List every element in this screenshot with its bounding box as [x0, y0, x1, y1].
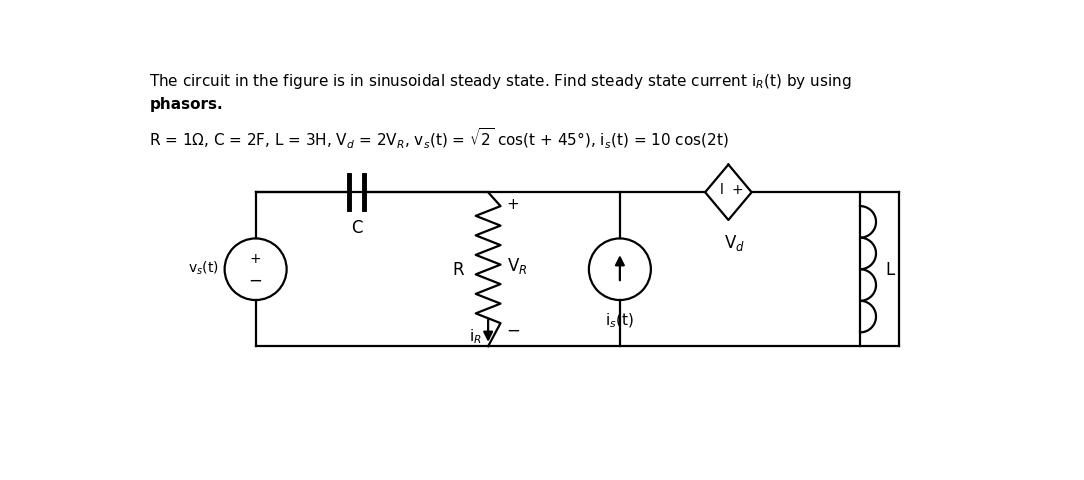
- Text: −: −: [506, 321, 520, 338]
- Text: R: R: [452, 261, 464, 279]
- Text: i$_s$(t): i$_s$(t): [606, 311, 634, 330]
- Text: v$_s$(t): v$_s$(t): [188, 260, 218, 277]
- Text: +: +: [732, 183, 744, 197]
- Text: R = 1$\Omega$, C = 2F, L = 3H, V$_d$ = 2V$_R$, v$_s$(t) = $\sqrt{2}$ cos(t + 45°: R = 1$\Omega$, C = 2F, L = 3H, V$_d$ = 2…: [150, 126, 730, 150]
- Text: phasors.: phasors.: [150, 97, 223, 112]
- Text: L: L: [886, 261, 894, 279]
- Text: i$_R$: i$_R$: [469, 326, 482, 345]
- Text: V$_R$: V$_R$: [506, 256, 527, 276]
- Text: +: +: [249, 252, 261, 266]
- Text: V$_d$: V$_d$: [724, 233, 745, 253]
- Text: +: +: [506, 197, 519, 212]
- Text: l: l: [720, 183, 723, 197]
- Text: The circuit in the figure is in sinusoidal steady state. Find steady state curre: The circuit in the figure is in sinusoid…: [150, 72, 852, 91]
- Text: −: −: [248, 272, 262, 289]
- Text: C: C: [350, 219, 362, 237]
